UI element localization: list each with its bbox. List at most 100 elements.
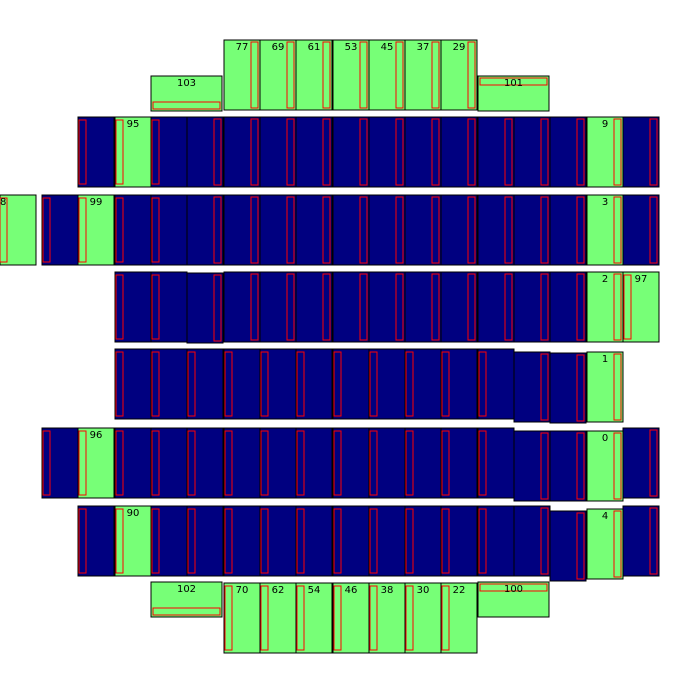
module-62: 62 xyxy=(259,582,297,654)
module-segment xyxy=(467,196,476,264)
module-segment xyxy=(431,41,440,109)
module-body xyxy=(622,116,660,188)
module-body xyxy=(513,116,551,188)
module-body xyxy=(404,194,442,266)
module-segment xyxy=(224,351,233,417)
module-label: 102 xyxy=(177,584,196,595)
module-4: 4 xyxy=(586,508,624,580)
module-29: 29 xyxy=(440,39,478,111)
module-r5c7 xyxy=(295,427,333,499)
module-body xyxy=(150,271,188,343)
module-body xyxy=(259,427,297,499)
module-0: 0 xyxy=(586,430,624,502)
module-body xyxy=(332,39,370,111)
module-body xyxy=(223,582,261,654)
module-r2c13 xyxy=(513,194,551,266)
module-r5c3 xyxy=(150,427,188,499)
module-label: 54 xyxy=(308,585,321,596)
module-segment xyxy=(649,507,658,575)
module-body xyxy=(477,581,550,618)
module-segment xyxy=(467,41,476,109)
module-body xyxy=(0,194,37,266)
module-r5c2 xyxy=(114,427,152,499)
module-body xyxy=(223,505,261,577)
module-100: 100 xyxy=(477,581,550,618)
module-label: 2 xyxy=(602,274,608,285)
module-body xyxy=(295,582,333,654)
module-body xyxy=(186,348,224,420)
module-body xyxy=(477,194,515,266)
module-body xyxy=(295,505,333,577)
module-label: 77 xyxy=(236,42,249,53)
module-r2c16 xyxy=(622,194,660,266)
module-label: 69 xyxy=(272,42,285,53)
module-segment xyxy=(613,510,622,578)
module-segment xyxy=(504,273,513,341)
module-r3c7 xyxy=(332,271,370,343)
module-segment xyxy=(441,508,450,574)
module-body xyxy=(186,272,224,344)
module-r4c11 xyxy=(477,348,515,420)
module-segment xyxy=(405,585,414,651)
module-segment xyxy=(151,508,160,574)
module-segment xyxy=(395,196,404,264)
module-body xyxy=(332,505,370,577)
module-segment xyxy=(576,118,585,186)
module-segment xyxy=(151,430,160,496)
module-99: 99 xyxy=(77,194,115,266)
module-r1c12 xyxy=(513,116,551,188)
module-body xyxy=(295,271,333,343)
module-r5c11 xyxy=(440,427,478,499)
module-77: 77 xyxy=(223,39,261,111)
module-segment xyxy=(224,585,233,651)
module-body xyxy=(223,348,261,420)
module-segment xyxy=(359,41,368,109)
module-body xyxy=(223,116,261,188)
module-r1c10 xyxy=(440,116,478,188)
module-segment xyxy=(540,118,549,186)
module-segment xyxy=(333,585,342,651)
module-label: 62 xyxy=(272,585,285,596)
module-label: 45 xyxy=(381,42,394,53)
module-body xyxy=(513,505,551,577)
module-segment xyxy=(441,351,450,417)
module-body xyxy=(586,116,624,188)
module-body xyxy=(404,427,442,499)
module-body xyxy=(622,271,660,343)
module-body xyxy=(368,427,406,499)
module-54: 54 xyxy=(295,582,333,654)
module-label: 70 xyxy=(236,585,249,596)
module-body xyxy=(223,427,261,499)
module-segment xyxy=(333,430,342,496)
module-r2c5 xyxy=(223,194,261,266)
module-r1c13 xyxy=(549,116,587,188)
module-r5c12 xyxy=(477,427,515,499)
module-body xyxy=(186,427,224,499)
module-segment xyxy=(540,432,549,500)
module-label: 29 xyxy=(453,42,466,53)
module-body xyxy=(368,194,406,266)
module-label: 0 xyxy=(602,433,608,444)
module-r1c11 xyxy=(477,116,515,188)
module-segment xyxy=(322,41,331,109)
module-r2c12 xyxy=(477,194,515,266)
module-r2c14 xyxy=(549,194,587,266)
module-r2c2 xyxy=(114,194,152,266)
module-r4c7 xyxy=(332,348,370,420)
module-segment xyxy=(441,585,450,651)
module-r1c15 xyxy=(622,116,660,188)
module-segment xyxy=(649,196,658,264)
module-body xyxy=(150,194,188,266)
module-r3c1 xyxy=(114,271,152,343)
module-segment xyxy=(322,273,331,341)
module-segment xyxy=(649,429,658,497)
module-label: 99 xyxy=(90,197,103,208)
module-r4c1 xyxy=(114,348,152,420)
module-r1c5 xyxy=(259,116,297,188)
module-9: 9 xyxy=(586,116,624,188)
module-body xyxy=(404,348,442,420)
module-segment xyxy=(286,118,295,186)
module-r4c4 xyxy=(223,348,261,420)
module-segment xyxy=(322,118,331,186)
module-segment xyxy=(576,196,585,264)
